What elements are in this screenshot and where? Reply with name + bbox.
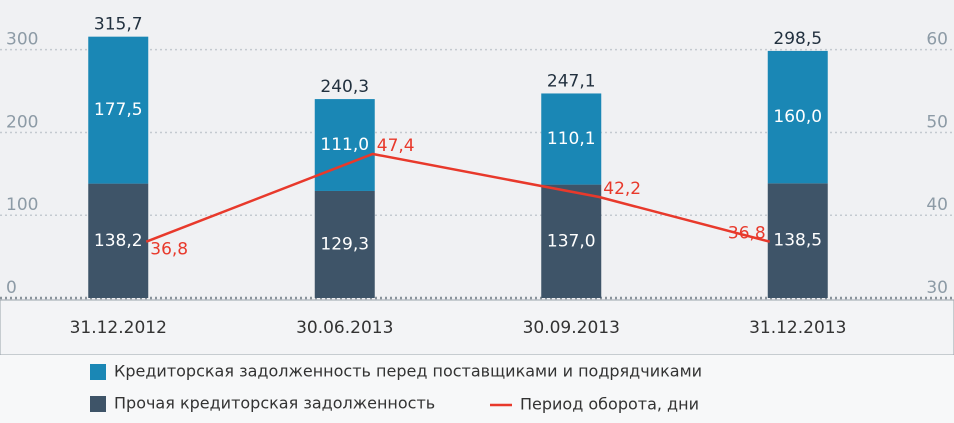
bar-segment bbox=[88, 36, 149, 184]
legend-swatch bbox=[90, 364, 106, 380]
x-tick-label: 31.12.2012 bbox=[70, 318, 167, 338]
bar-label: 177,5 bbox=[94, 100, 143, 120]
legend-background bbox=[0, 355, 954, 423]
bar-label: 138,2 bbox=[94, 231, 143, 251]
legend-label: Кредиторская задолженность перед поставщ… bbox=[114, 362, 702, 381]
y2-tick-label: 50 bbox=[926, 112, 948, 132]
bar-label: 137,0 bbox=[547, 231, 596, 251]
bar-segment bbox=[88, 183, 149, 298]
y-tick-label: 200 bbox=[6, 112, 38, 132]
total-label: 298,5 bbox=[773, 29, 822, 49]
y-tick-label: 0 bbox=[6, 278, 17, 298]
bar-segment bbox=[541, 184, 602, 298]
bar-label: 160,0 bbox=[773, 107, 822, 127]
bar-segment bbox=[541, 93, 602, 185]
x-tick-label: 31.12.2013 bbox=[749, 318, 846, 338]
y2-tick-label: 40 bbox=[926, 195, 948, 215]
bar-label: 111,0 bbox=[320, 135, 369, 155]
legend-label: Период оборота, дни bbox=[520, 395, 699, 414]
bar-label: 138,5 bbox=[773, 231, 822, 251]
y-tick-label: 300 bbox=[6, 30, 38, 50]
line-label: 47,4 bbox=[377, 136, 415, 156]
bar-segment bbox=[314, 190, 375, 298]
bar-label: 110,1 bbox=[547, 129, 596, 149]
bar-segment bbox=[767, 50, 828, 184]
line-label: 36,8 bbox=[728, 224, 766, 244]
y2-tick-label: 60 bbox=[926, 30, 948, 50]
category-band bbox=[0, 299, 954, 356]
line-label: 42,2 bbox=[603, 179, 641, 199]
total-label: 315,7 bbox=[94, 15, 143, 35]
bar-segment bbox=[767, 183, 828, 298]
x-tick-label: 30.06.2013 bbox=[296, 318, 393, 338]
x-tick-label: 30.09.2013 bbox=[523, 318, 620, 338]
total-label: 247,1 bbox=[547, 71, 596, 91]
legend-swatch bbox=[90, 396, 106, 412]
y-tick-label: 100 bbox=[6, 195, 38, 215]
bar-label: 129,3 bbox=[320, 234, 369, 254]
legend-label: Прочая кредиторская задолженность bbox=[114, 394, 435, 413]
line-label: 36,8 bbox=[150, 240, 188, 260]
y2-tick-label: 30 bbox=[926, 278, 948, 298]
total-label: 240,3 bbox=[320, 77, 369, 97]
line bbox=[145, 152, 771, 243]
bar-segment bbox=[314, 99, 375, 191]
